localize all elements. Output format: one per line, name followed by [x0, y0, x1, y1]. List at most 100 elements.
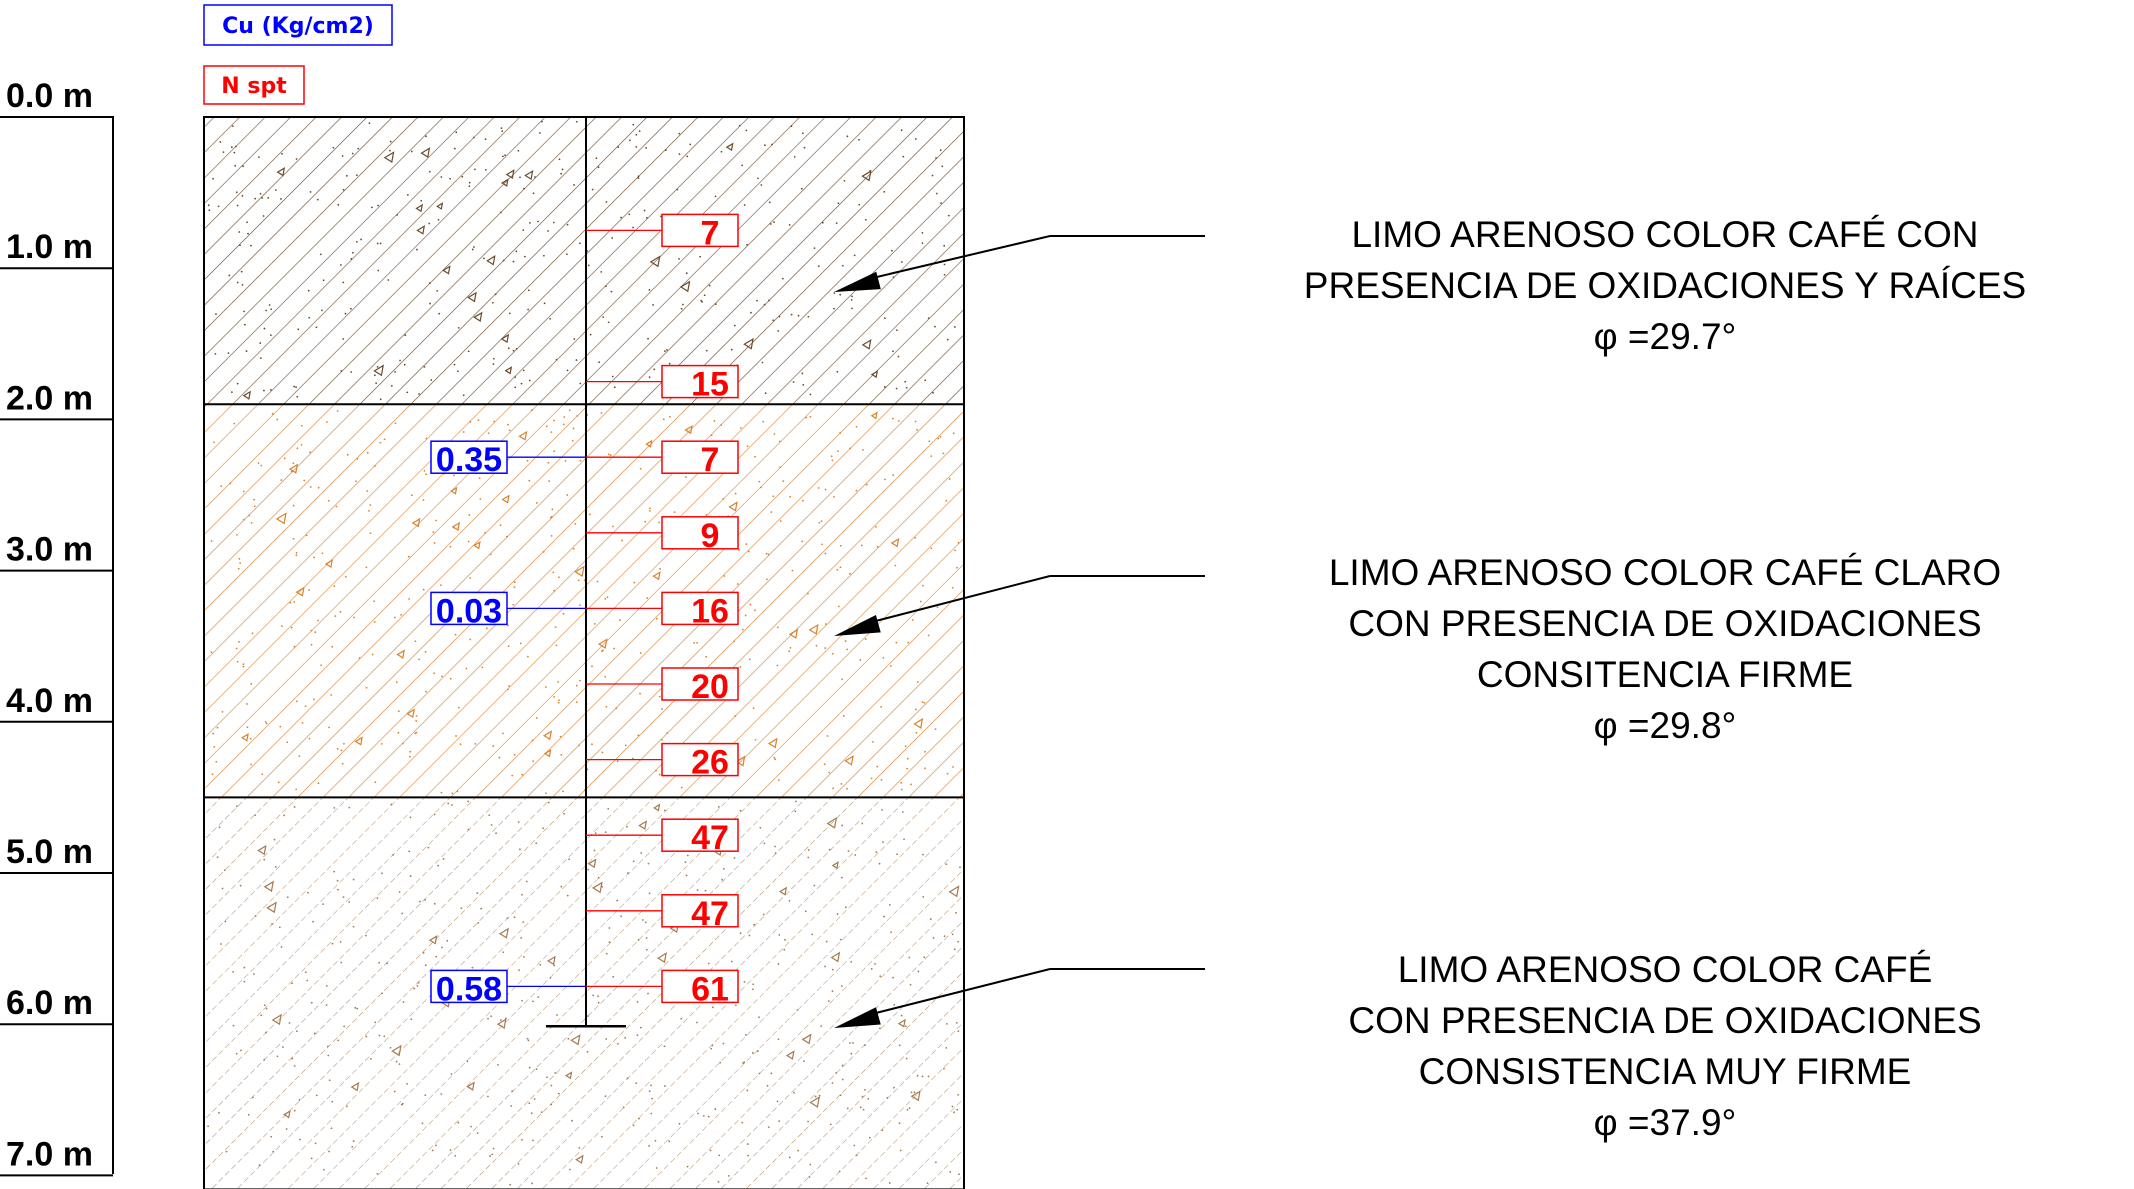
nspt-legend-box: [203, 65, 305, 105]
sand-dot: [239, 884, 242, 887]
sand-dot: [259, 342, 262, 344]
sand-dot: [922, 853, 924, 856]
sand-dot: [409, 816, 412, 819]
sand-dot: [789, 495, 792, 498]
sand-dot: [333, 870, 336, 873]
sand-dot: [295, 788, 298, 791]
sand-dot: [295, 386, 298, 389]
gravel-mark: [504, 366, 513, 375]
sand-dot: [770, 1072, 773, 1075]
sand-dot: [746, 243, 748, 246]
sand-dot: [620, 915, 623, 918]
sand-dot: [236, 382, 239, 385]
sand-dot: [568, 1168, 571, 1171]
sand-dot: [641, 919, 644, 921]
sand-dot: [432, 531, 435, 534]
sand-dot: [758, 1016, 760, 1019]
sand-dot: [422, 588, 425, 591]
sand-dot: [685, 476, 687, 478]
sand-dot: [542, 827, 545, 830]
sand-dot: [507, 347, 510, 350]
sand-dot: [340, 961, 343, 964]
sand-dot: [622, 1106, 625, 1109]
sand-dot: [252, 973, 255, 975]
sand-dot: [331, 942, 334, 945]
borehole: [546, 117, 626, 1028]
sand-dot: [413, 987, 416, 990]
sand-dot: [846, 648, 848, 651]
sand-dot: [556, 1014, 558, 1016]
sand-dot: [454, 1154, 457, 1157]
layer-descriptions: LIMO ARENOSO COLOR CAFÉ CON PRESENCIA DE …: [834, 214, 2026, 1143]
gravel-mark: [684, 425, 693, 435]
sand-dot: [638, 1117, 640, 1120]
cu-box: [430, 591, 508, 626]
sand-dot: [794, 810, 797, 813]
sand-dot: [322, 903, 325, 906]
sand-dot: [537, 996, 540, 999]
sand-dot: [759, 826, 762, 829]
sand-dot: [790, 313, 793, 316]
sand-dot: [263, 389, 265, 392]
gravel-mark: [910, 1090, 921, 1102]
sand-dot: [703, 294, 706, 297]
sand-dot: [291, 982, 294, 985]
sand-dot: [305, 534, 308, 537]
sand-dot: [340, 370, 343, 372]
sand-dot: [746, 1089, 749, 1092]
sand-dot: [841, 678, 844, 681]
sand-dot: [895, 329, 898, 331]
description-leader: [863, 235, 1051, 281]
sand-dot: [246, 703, 248, 705]
sand-dot: [658, 521, 660, 524]
gravel-mark: [645, 439, 653, 448]
depth-scale: 0.0 m 1.0 m 2.0 m 3.0 m 4.0 m 5.0 m 6.0 m 7.0 m: [0, 77, 114, 1177]
sand-dot: [484, 532, 486, 534]
sand-dot: [342, 188, 345, 191]
sand-dot: [596, 580, 599, 583]
sand-dot: [348, 806, 351, 809]
sand-dot: [274, 865, 277, 868]
sand-dot: [457, 1121, 460, 1124]
sand-dot: [236, 204, 239, 207]
description-arrowhead: [834, 271, 881, 292]
sand-dot: [769, 223, 772, 225]
sand-dot: [351, 1146, 354, 1148]
sand-dot: [836, 568, 839, 571]
spt-number: 61: [691, 970, 729, 1008]
sand-dot: [453, 363, 456, 366]
sand-dot: [533, 1098, 536, 1100]
sand-dot: [406, 194, 409, 196]
sand-dot: [609, 454, 612, 457]
sand-dot: [301, 721, 304, 724]
sand-dot: [824, 965, 826, 968]
sand-dot: [774, 852, 777, 855]
sand-dot: [341, 762, 344, 765]
sand-dot: [517, 149, 520, 152]
sand-dot: [352, 251, 354, 254]
sand-dot: [439, 584, 442, 587]
sand-dot: [425, 690, 427, 693]
sand-dot: [484, 138, 487, 141]
sand-dot: [241, 194, 244, 197]
sand-dot: [489, 1155, 491, 1157]
sand-dot: [350, 307, 352, 310]
sand-dot: [549, 976, 552, 979]
sand-dot: [758, 1072, 761, 1075]
sand-dot: [234, 145, 237, 148]
sand-dot: [760, 184, 763, 186]
sand-dot: [902, 155, 905, 158]
sand-dot: [410, 494, 413, 497]
depth-label: 2.0 m: [6, 379, 93, 417]
sand-dot: [424, 898, 426, 901]
sand-dot: [552, 221, 555, 224]
sand-dot: [654, 1139, 657, 1142]
sand-dot: [423, 365, 426, 368]
sand-dot: [730, 348, 733, 351]
sand-dot: [921, 1075, 924, 1078]
sand-dot: [898, 1044, 901, 1047]
sand-dot: [291, 1057, 294, 1060]
sand-dot: [824, 488, 827, 491]
sand-dot: [903, 838, 905, 841]
spt-number: 26: [691, 744, 729, 782]
